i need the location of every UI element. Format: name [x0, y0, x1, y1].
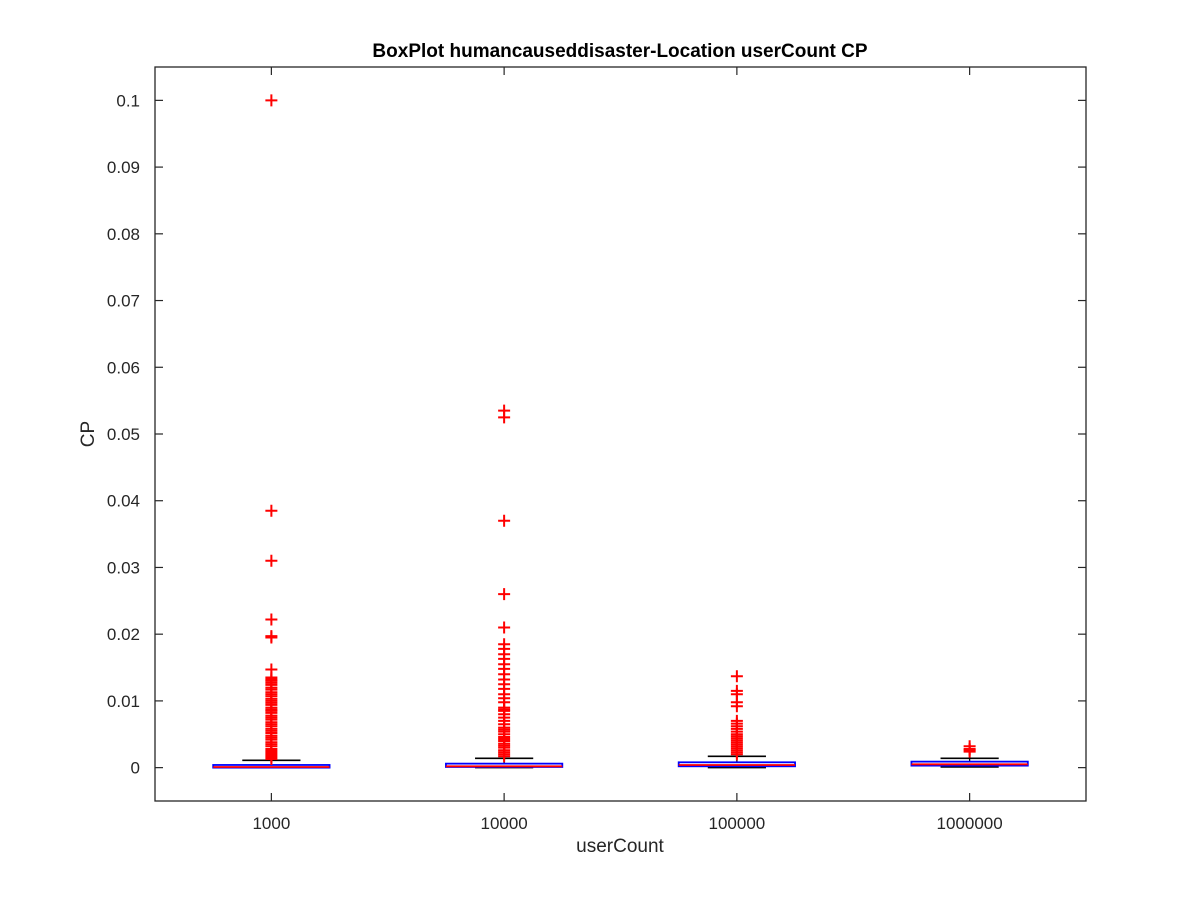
outlier-marker [265, 631, 278, 644]
x-tick-label: 100000 [709, 814, 766, 833]
y-axis-label: CP [78, 421, 99, 447]
outlier-marker [963, 745, 976, 758]
outlier-marker [265, 94, 278, 107]
y-tick-label: 0.02 [107, 625, 140, 644]
outlier-marker [265, 752, 278, 765]
chart-title: BoxPlot humancauseddisaster-Location use… [372, 41, 867, 62]
y-tick-label: 0.01 [107, 692, 140, 711]
x-tick-label: 10000 [480, 814, 527, 833]
outlier-marker [498, 750, 511, 763]
outlier-marker [498, 588, 511, 601]
outlier-marker [498, 514, 511, 527]
x-tick-label: 1000 [252, 814, 290, 833]
outlier-marker [265, 554, 278, 567]
outlier-marker [730, 748, 743, 761]
box-10000 [445, 404, 564, 769]
outlier-marker [730, 700, 743, 713]
y-tick-label: 0.07 [107, 292, 140, 311]
outlier-marker [730, 670, 743, 683]
y-tick-label: 0.04 [107, 492, 140, 511]
y-tick-label: 0.08 [107, 225, 140, 244]
outlier-marker [265, 613, 278, 626]
outlier-marker [498, 621, 511, 634]
plot-area: 0 0.01 0.02 0.03 0.04 0.05 0.06 0.07 0.08 0.09 0.1… [107, 66, 1087, 833]
x-tick-label: 1000000 [937, 814, 1003, 833]
box-1000 [212, 94, 331, 769]
box-100000 [677, 670, 796, 769]
box-1000000 [910, 740, 1029, 768]
x-axis-label: userCount [576, 836, 664, 857]
y-tick-label: 0 [131, 759, 140, 778]
y-tick-label: 0.09 [107, 158, 140, 177]
outlier-marker [498, 411, 511, 424]
y-tick-label: 0.05 [107, 425, 140, 444]
outlier-marker [265, 504, 278, 517]
y-tick-label: 0.03 [107, 558, 140, 577]
y-tick-label: 0.1 [116, 91, 140, 110]
chart-marks [212, 94, 1029, 769]
y-tick-label: 0.06 [107, 358, 140, 377]
